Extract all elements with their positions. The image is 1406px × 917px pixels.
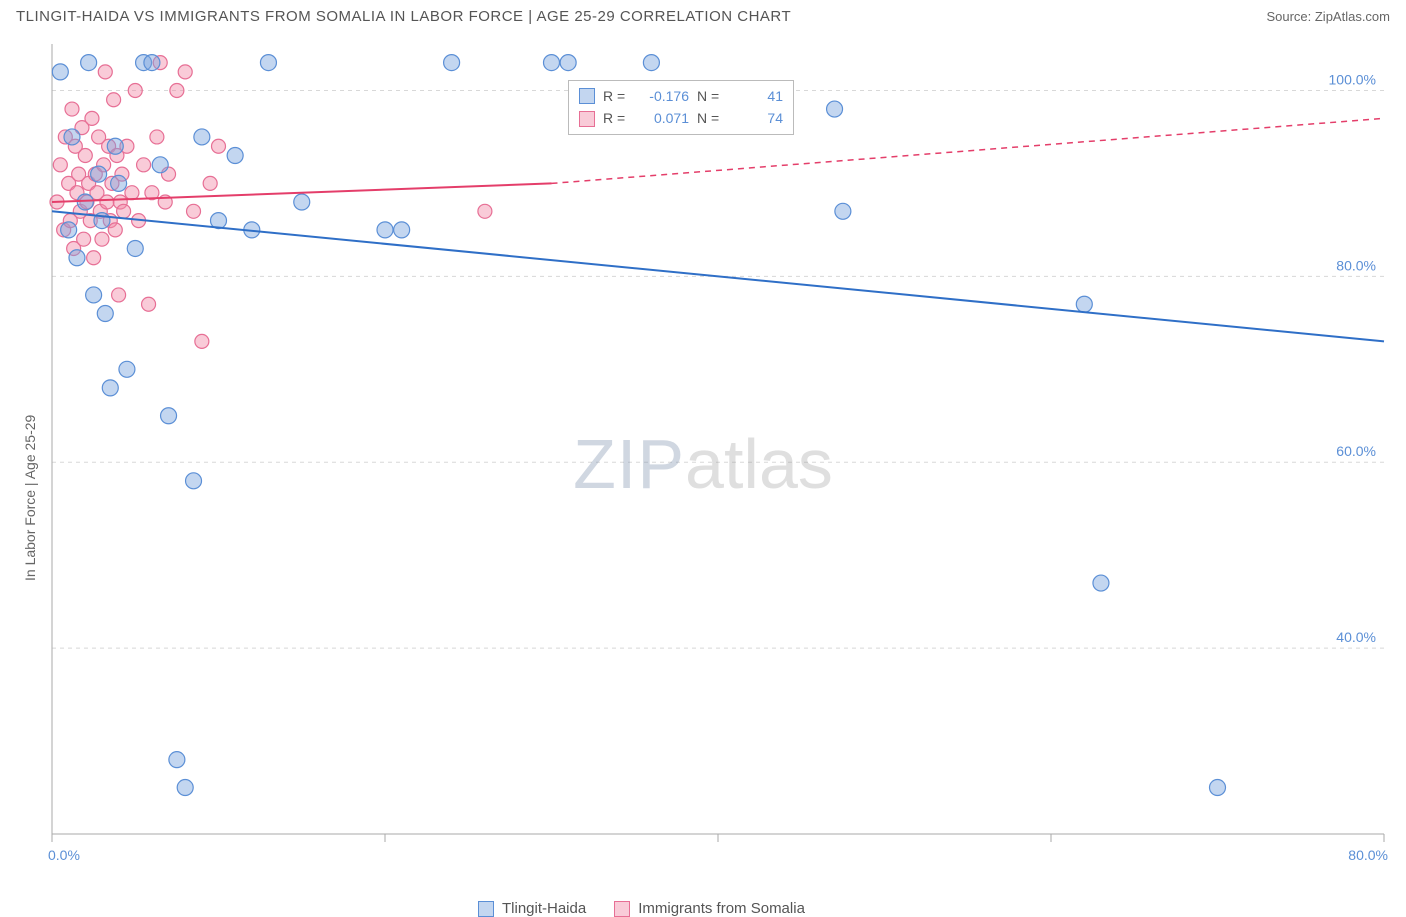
- legend-r-label: R =: [603, 107, 631, 129]
- legend-swatch: [614, 901, 630, 917]
- series-name: Tlingit-Haida: [502, 900, 586, 917]
- legend-r-label: R =: [603, 85, 631, 107]
- legend-n-label: N =: [697, 107, 725, 129]
- series-legend-item[interactable]: Tlingit-Haida: [478, 900, 586, 917]
- scatter-chart: 40.0% 60.0% 80.0% 100.0% 0.0% 80.0%: [0, 36, 1406, 892]
- y-axis-label: In Labor Force | Age 25-29: [22, 415, 38, 581]
- legend-r-value: 0.071: [639, 107, 689, 129]
- svg-text:80.0%: 80.0%: [1336, 257, 1376, 273]
- legend-row: R = -0.176 N = 41: [579, 85, 783, 107]
- svg-text:100.0%: 100.0%: [1329, 71, 1376, 87]
- legend-n-value: 41: [733, 85, 783, 107]
- svg-text:0.0%: 0.0%: [48, 847, 80, 863]
- chart-container: 40.0%60.0%80.0%100.0%0.0%80.0% ZIPatlas …: [0, 36, 1406, 892]
- series-legend: Tlingit-Haida Immigrants from Somalia: [478, 900, 805, 917]
- series-legend-item[interactable]: Immigrants from Somalia: [614, 900, 805, 917]
- legend-r-value: -0.176: [639, 85, 689, 107]
- legend-swatch: [579, 88, 595, 104]
- legend-swatch: [478, 901, 494, 917]
- legend-row: R = 0.071 N = 74: [579, 107, 783, 129]
- chart-title: TLINGIT-HAIDA VS IMMIGRANTS FROM SOMALIA…: [16, 8, 791, 25]
- svg-text:40.0%: 40.0%: [1336, 629, 1376, 645]
- legend-n-label: N =: [697, 85, 725, 107]
- source-link[interactable]: ZipAtlas.com: [1315, 9, 1390, 24]
- legend-n-value: 74: [733, 107, 783, 129]
- svg-text:60.0%: 60.0%: [1336, 443, 1376, 459]
- chart-header: TLINGIT-HAIDA VS IMMIGRANTS FROM SOMALIA…: [0, 0, 1406, 29]
- svg-text:80.0%: 80.0%: [1348, 847, 1388, 863]
- legend-swatch: [579, 111, 595, 127]
- chart-source: Source: ZipAtlas.com: [1266, 9, 1390, 24]
- correlation-legend: R = -0.176 N = 41 R = 0.071 N = 74: [568, 80, 794, 135]
- source-prefix: Source:: [1266, 9, 1314, 24]
- series-name: Immigrants from Somalia: [638, 900, 805, 917]
